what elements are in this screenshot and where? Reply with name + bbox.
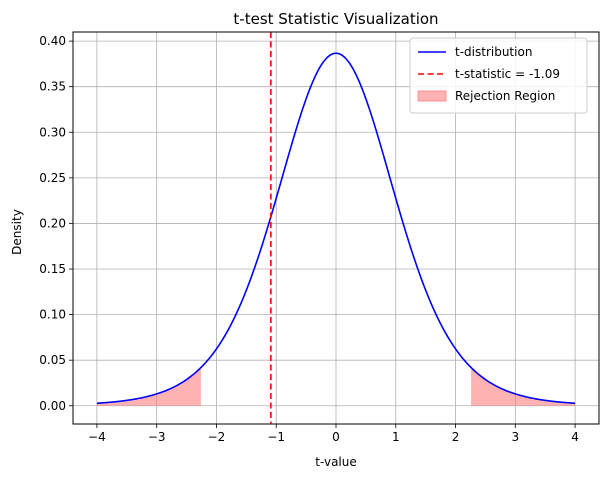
rejection-region-right <box>471 367 576 406</box>
legend-label-t-statistic: t-statistic = -1.09 <box>455 67 560 81</box>
x-tick-label: 1 <box>392 430 400 444</box>
y-axis-label: Density <box>10 209 24 255</box>
legend-label-rejection-region: Rejection Region <box>455 89 555 103</box>
x-tick-label: 4 <box>571 430 579 444</box>
x-tick-label: 2 <box>452 430 460 444</box>
rejection-region-fills <box>96 367 576 406</box>
y-axis-ticks: 0.00 0.05 0.10 0.15 0.20 0.25 0.30 0.35 0.40 <box>39 34 73 413</box>
legend-swatch-rejection-region <box>417 90 447 102</box>
x-axis-label: t-value <box>315 455 357 469</box>
t-distribution-curve <box>96 52 576 405</box>
y-tick-label: 0.40 <box>39 34 66 48</box>
x-tick-label: −2 <box>208 430 226 444</box>
legend: t-distribution t-statistic = -1.09 Rejec… <box>409 37 588 114</box>
x-tick-label: −4 <box>88 430 106 444</box>
chart-title: t-test Statistic Visualization <box>233 10 438 28</box>
x-tick-label: 3 <box>511 430 519 444</box>
y-tick-label: 0.25 <box>39 171 66 185</box>
y-tick-label: 0.10 <box>39 308 66 322</box>
legend-box <box>409 37 588 114</box>
y-tick-label: 0.05 <box>39 353 66 367</box>
y-tick-label: 0.00 <box>39 399 66 413</box>
y-tick-label: 0.15 <box>39 262 66 276</box>
x-axis-ticks: −4 −3 −2 −1 0 1 2 3 4 <box>88 424 579 444</box>
x-tick-label: 0 <box>332 430 340 444</box>
legend-label-t-distribution: t-distribution <box>455 45 532 59</box>
rejection-region-left <box>96 367 201 406</box>
y-tick-label: 0.20 <box>39 216 66 230</box>
x-tick-label: −3 <box>148 430 166 444</box>
y-tick-label: 0.35 <box>39 80 66 94</box>
y-tick-label: 0.30 <box>39 125 66 139</box>
x-tick-label: −1 <box>267 430 285 444</box>
